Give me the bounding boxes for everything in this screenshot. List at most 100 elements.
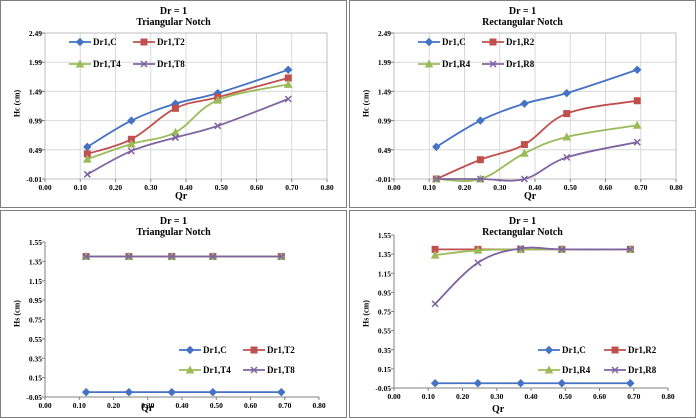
legend-swatch [179,365,201,374]
legend-item: Dr1,R4 [538,365,590,375]
x-tick-label: 0.20 [458,183,471,192]
data-point [517,244,525,252]
y-tick-label: 1.99 [378,58,391,67]
data-point [562,88,571,98]
legend-swatch [243,346,265,354]
y-axis-label: Hc (cm) [12,89,22,118]
y-tick-label: 0.15 [378,365,391,374]
x-tick-label: 0.50 [210,401,223,410]
data-point [81,387,91,397]
x-tick-label: 0.70 [278,401,291,410]
x-tick-label: 0.30 [493,183,506,192]
data-point [633,97,641,105]
y-tick-label: -0.05 [375,384,391,393]
chart-title: Dr = 1 [159,6,188,17]
y-tick-label: 1.49 [378,87,391,96]
data-point [213,95,223,104]
legend-swatch [418,59,440,68]
legend-item: Dr1,R2 [482,37,534,47]
x-tick-label: 0.80 [669,183,682,192]
data-point [563,110,571,118]
series-line [435,99,638,180]
legend-label: Dr1,R8 [506,59,535,69]
x-tick-label: 0.40 [179,183,192,192]
legend-item: Dr1,T4 [69,59,121,69]
x-tick-label: 0.00 [38,401,51,410]
y-tick-label: -0.01 [26,175,42,184]
data-point [214,122,222,130]
legend-item: Dr1,C [179,345,227,355]
data-point [563,153,571,161]
data-point [430,250,440,259]
chart-panel-0: Dr = 1 Triangular Notch 0.00 0.10 0.20 0.30… [0,0,347,208]
x-tick-label: 0.20 [456,392,469,401]
series-dr1t8 [82,253,285,261]
data-point [83,170,91,178]
x-tick-label: 0.10 [423,183,436,192]
series-dr1r8 [431,244,634,308]
data-point [520,148,529,157]
data-point [432,175,440,183]
x-tick-label: 0.70 [627,392,640,401]
x-tick-label: 0.30 [141,401,154,410]
legend-item: Dr1,T8 [243,365,295,375]
data-point [473,245,483,254]
data-point [633,138,641,146]
data-point [632,120,642,129]
data-point [171,104,179,112]
legend-swatch [179,345,201,355]
data-point [562,132,572,141]
legend-item: Dr1,C [418,37,466,47]
data-point [473,379,483,388]
data-point [558,245,566,253]
y-tick-label: 1.55 [378,231,391,240]
legend-item: Dr1,R2 [604,345,656,355]
x-tick-label: 0.40 [524,392,537,401]
data-point [167,387,176,397]
y-tick-label: 0.99 [29,117,42,126]
data-point [626,245,634,253]
legend-swatch [133,60,155,68]
legend-item: Dr1,C [69,37,117,47]
legend-swatch [69,37,91,47]
y-axis-label: Hs (cm) [361,300,371,327]
y-tick-label: 0.35 [378,346,391,355]
data-point [209,253,217,261]
x-tick-label: 0.00 [387,183,400,192]
chart-plot: 0.00 0.10 0.20 0.30 0.40 0.50 0.60 0.70 0.80 -0.0… [26,238,325,410]
legend-label: Dr1,T4 [203,365,231,375]
data-point [127,147,135,155]
chart-plot: 0.00 0.10 0.20 0.30 0.40 0.50 0.60 0.70 0.80 -0.0… [375,231,674,401]
series-dr1c [430,379,635,388]
data-point [476,156,484,164]
y-tick-label: 2.49 [378,29,391,38]
data-point [127,116,136,125]
y-tick-label: 0.95 [29,296,42,305]
chart-subtitle: Rectangular Notch [482,227,563,238]
series-dr1t4 [82,79,293,163]
data-point [127,139,136,148]
y-tick-label: 0.75 [29,316,42,325]
chart-title: Dr = 1 [159,216,188,227]
y-tick-label: 1.35 [29,257,42,266]
y-tick-label: 0.55 [378,327,391,336]
data-point [283,79,293,88]
data-point [520,175,528,183]
y-tick-label: 0.49 [29,146,42,155]
data-point [82,154,92,163]
data-point [171,134,179,142]
legend-label: Dr1,C [203,345,227,355]
legend-swatch [538,345,560,355]
data-point [83,142,92,152]
data-point [520,141,528,149]
x-axis-label: Qr [175,191,188,202]
data-point [432,142,441,152]
legend-label: Dr1,R2 [506,37,535,47]
chart-plot: 0.00 0.10 0.20 0.30 0.40 0.50 0.60 0.70 0.80 -0.0… [26,29,333,192]
x-tick-label: 0.00 [387,392,400,401]
data-point [626,379,635,388]
legend-label: Dr1,T2 [157,37,185,47]
chart-plot: 0.00 0.10 0.20 0.30 0.40 0.50 0.60 0.70 0.80 -0.0… [375,29,682,192]
x-tick-label: 0.70 [285,183,298,192]
chart-title: Dr = 1 [508,216,537,227]
